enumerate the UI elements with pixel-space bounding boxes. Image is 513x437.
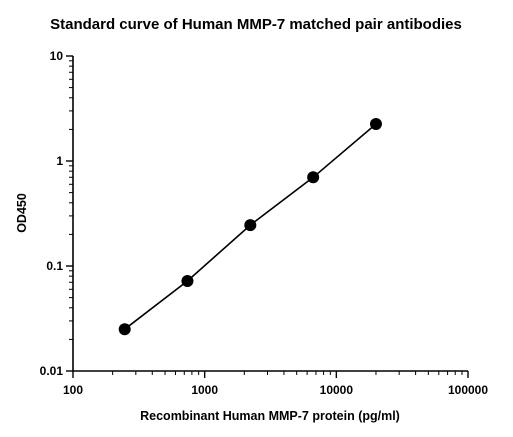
x-tick-label: 100: [63, 383, 83, 397]
y-axis-ticks: 0.01 0.1 1 10: [40, 49, 73, 378]
y-axis-label: OD450: [15, 193, 29, 233]
data-point: [369, 118, 382, 131]
axes: [72, 56, 468, 372]
x-tick-label: 10000: [320, 383, 354, 397]
data-points: [118, 118, 382, 336]
y-tick-label: 10: [50, 49, 64, 63]
y-tick-label: 0.01: [40, 364, 64, 378]
data-point: [181, 274, 194, 287]
y-tick-label: 1: [56, 154, 63, 168]
y-tick-label: 0.1: [46, 259, 63, 273]
x-tick-label: 1000: [191, 383, 218, 397]
data-point: [244, 219, 257, 232]
x-tick-label: 100000: [448, 383, 488, 397]
chart-title: Standard curve of Human MMP-7 matched pa…: [50, 16, 462, 33]
data-point: [307, 171, 320, 184]
data-point: [118, 323, 131, 336]
x-axis-label: Recombinant Human MMP-7 protein (pg/ml): [140, 409, 400, 423]
x-axis-ticks: 100 1000 10000 100000: [63, 371, 488, 397]
